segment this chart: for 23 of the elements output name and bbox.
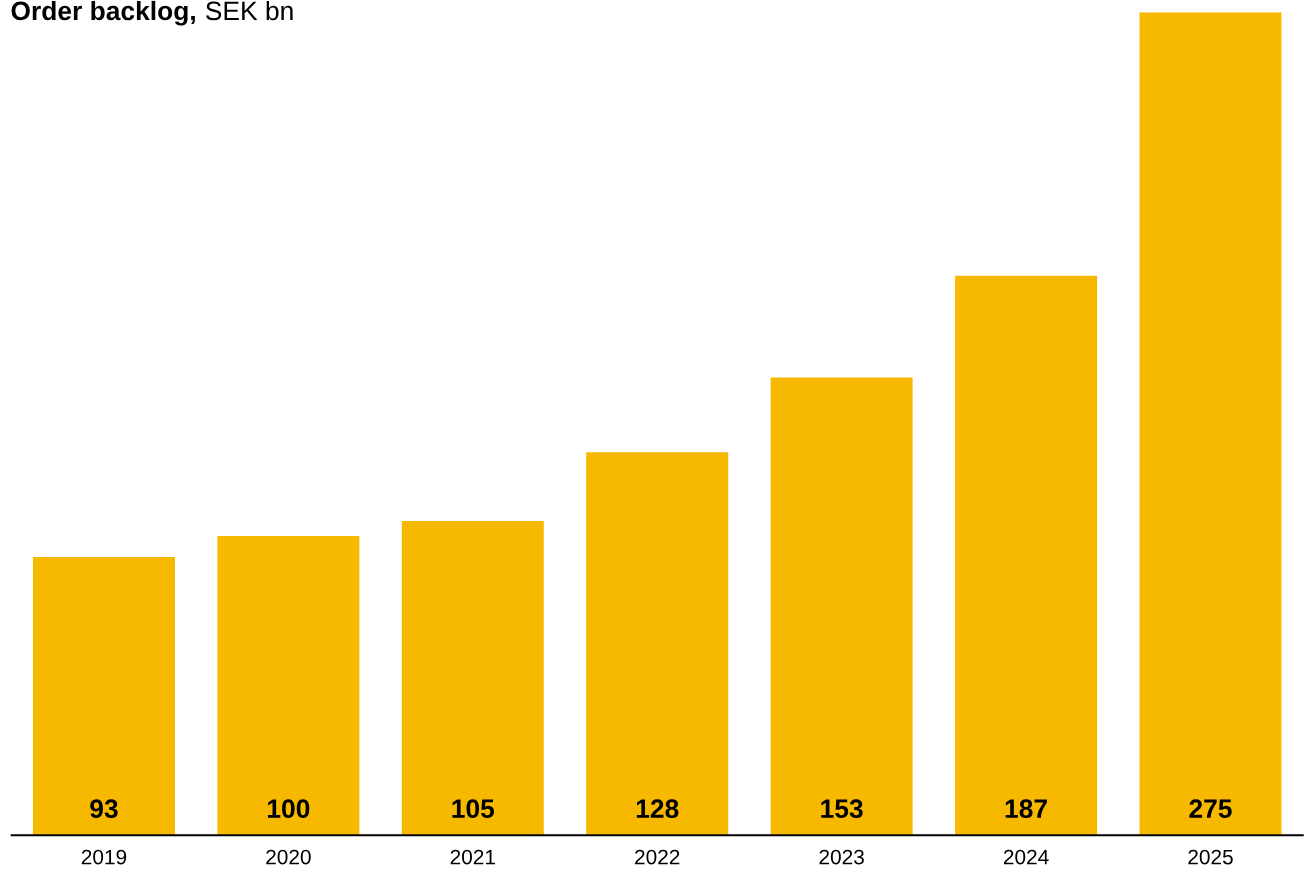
x-tick-label: 2020 (266, 849, 311, 865)
chart-subtitle: SEK bn (206, 0, 293, 21)
bar (770, 377, 913, 836)
chart-title: Order backlog, (11, 0, 195, 26)
data-label: 153 (821, 799, 863, 819)
bar (401, 521, 544, 836)
bar (586, 452, 729, 836)
x-tick-label: 2019 (81, 849, 127, 865)
data-label: 128 (636, 799, 679, 819)
bar (955, 275, 1098, 836)
x-tick-label: 2025 (1188, 849, 1233, 865)
x-tick-label: 2021 (450, 849, 495, 865)
bar (1139, 12, 1282, 836)
data-label: 275 (1189, 799, 1232, 819)
bar (32, 556, 175, 836)
data-label: 93 (90, 799, 118, 819)
data-label: 105 (452, 799, 495, 819)
x-tick-label: 2023 (819, 849, 864, 865)
x-tick-label: 2022 (635, 849, 680, 865)
data-label: 187 (1005, 799, 1047, 819)
x-tick-label: 2024 (1003, 849, 1049, 865)
data-label: 100 (268, 799, 310, 819)
bar (217, 536, 360, 836)
